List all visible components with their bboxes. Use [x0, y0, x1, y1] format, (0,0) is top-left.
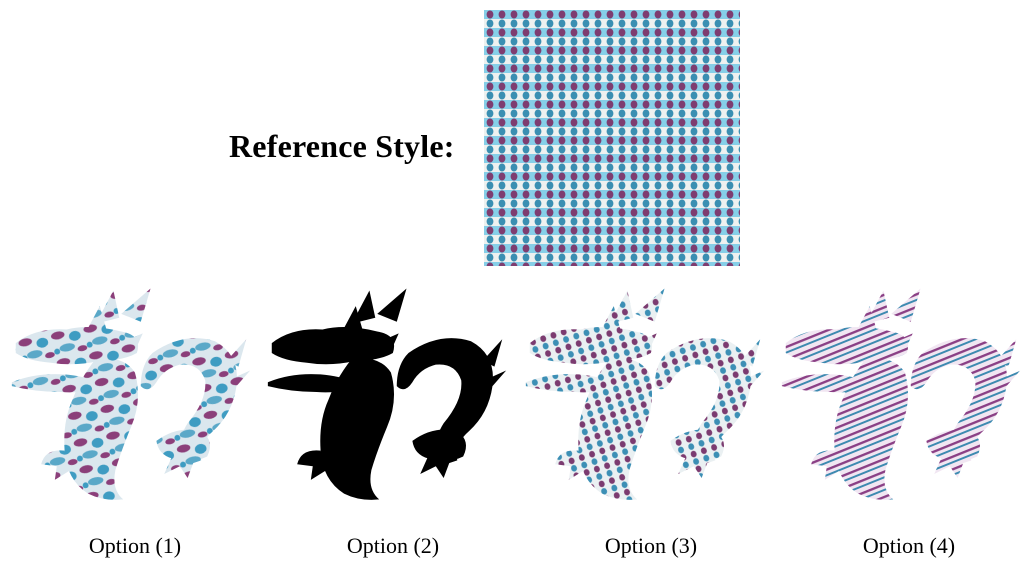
reference-style-swatch	[484, 10, 740, 266]
option-4-label: Option (4)	[862, 533, 956, 558]
option-3-label: Option (3)	[604, 533, 698, 558]
option-2-dragon-image	[267, 288, 507, 500]
reference-style-label: Reference Style:	[229, 128, 455, 164]
option-4-dragon-image	[781, 288, 1021, 500]
option-1-dragon-image	[11, 288, 251, 500]
option-1-label: Option (1)	[88, 533, 182, 558]
option-2-label: Option (2)	[346, 533, 440, 558]
option-3-dragon-image	[525, 288, 765, 500]
